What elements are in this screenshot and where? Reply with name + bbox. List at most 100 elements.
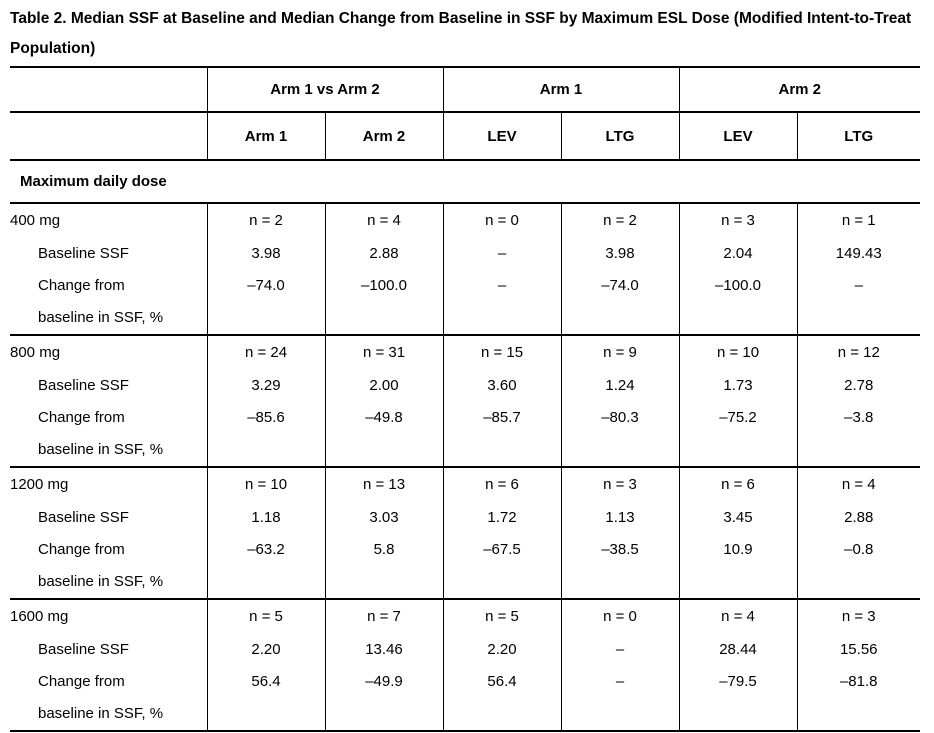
- n-cell: n = 2: [206, 203, 325, 237]
- row-label-text: Change from baseline in SSF, %: [38, 409, 164, 458]
- value-cell: –100.0: [324, 270, 443, 336]
- n-cell: n = 0: [442, 203, 561, 237]
- row-label: Change from baseline in SSF, %: [10, 666, 207, 732]
- table-row: Change from baseline in SSF, % 56.4 –49.…: [10, 666, 920, 732]
- row-label-text: Change from baseline in SSF, %: [38, 673, 164, 722]
- value-cell: 2.78: [796, 369, 920, 402]
- n-cell: n = 0: [560, 599, 679, 633]
- table-row: 1600 mg n = 5 n = 7 n = 5 n = 0 n = 4 n …: [10, 599, 920, 633]
- value-cell: 149.43: [796, 237, 920, 270]
- value-cell: 2.88: [324, 237, 443, 270]
- value-cell: 3.98: [560, 237, 679, 270]
- table-row: 400 mg n = 2 n = 4 n = 0 n = 2 n = 3 n =…: [10, 203, 920, 237]
- table-row: Baseline SSF 2.20 13.46 2.20 – 28.44 15.…: [10, 633, 920, 666]
- section-header: Maximum daily dose: [10, 160, 920, 204]
- value-cell: 28.44: [678, 633, 797, 666]
- group-header-arm1-vs-arm2: Arm 1 vs Arm 2: [206, 66, 443, 113]
- row-label-text: Change from baseline in SSF, %: [38, 541, 164, 590]
- value-cell: –: [442, 270, 561, 336]
- n-cell: n = 12: [796, 335, 920, 369]
- value-cell: –: [560, 633, 679, 666]
- subheader-lev: LEV: [442, 112, 561, 161]
- n-cell: n = 3: [678, 203, 797, 237]
- n-cell: n = 5: [442, 599, 561, 633]
- value-cell: 56.4: [442, 666, 561, 732]
- row-label: Baseline SSF: [38, 509, 129, 526]
- value-cell: 1.18: [206, 501, 325, 534]
- value-cell: 15.56: [796, 633, 920, 666]
- value-cell: –63.2: [206, 534, 325, 600]
- value-cell: 56.4: [206, 666, 325, 732]
- value-cell: 3.60: [442, 369, 561, 402]
- value-cell: –74.0: [560, 270, 679, 336]
- value-cell: 2.00: [324, 369, 443, 402]
- table-row: Change from baseline in SSF, % –85.6 –49…: [10, 402, 920, 468]
- value-cell: –100.0: [678, 270, 797, 336]
- subheader-ltg: LTG: [796, 112, 920, 161]
- table-row: Baseline SSF 1.18 3.03 1.72 1.13 3.45 2.…: [10, 501, 920, 534]
- value-cell: –75.2: [678, 402, 797, 468]
- value-cell: 1.73: [678, 369, 797, 402]
- n-cell: n = 9: [560, 335, 679, 369]
- value-cell: 2.04: [678, 237, 797, 270]
- corner-cell: [10, 112, 207, 161]
- row-label: Change from baseline in SSF, %: [10, 402, 207, 468]
- value-cell: –85.7: [442, 402, 561, 468]
- n-cell: n = 15: [442, 335, 561, 369]
- n-cell: n = 5: [206, 599, 325, 633]
- group-header-arm1: Arm 1: [442, 66, 679, 113]
- n-cell: n = 6: [678, 467, 797, 501]
- corner-cell: [10, 66, 207, 113]
- n-cell: n = 13: [324, 467, 443, 501]
- value-cell: –: [442, 237, 561, 270]
- row-label-text: Change from baseline in SSF, %: [38, 277, 164, 326]
- value-cell: –49.8: [324, 402, 443, 468]
- dose-label: 400 mg: [10, 212, 61, 229]
- row-label: Change from baseline in SSF, %: [10, 534, 207, 600]
- value-cell: 2.20: [206, 633, 325, 666]
- section-header-row: Maximum daily dose: [10, 160, 920, 204]
- n-cell: n = 4: [796, 467, 920, 501]
- value-cell: 1.24: [560, 369, 679, 402]
- table-row: Baseline SSF 3.29 2.00 3.60 1.24 1.73 2.…: [10, 369, 920, 402]
- value-cell: –80.3: [560, 402, 679, 468]
- dose-label: 1200 mg: [10, 476, 69, 493]
- value-cell: 3.29: [206, 369, 325, 402]
- row-label: Baseline SSF: [38, 641, 129, 658]
- value-cell: 10.9: [678, 534, 797, 600]
- table-title: Table 2. Median SSF at Baseline and Medi…: [10, 10, 912, 57]
- value-cell: –: [560, 666, 679, 732]
- n-cell: n = 2: [560, 203, 679, 237]
- subheader-lev: LEV: [678, 112, 797, 161]
- subheader-arm1: Arm 1: [206, 112, 325, 161]
- n-cell: n = 10: [206, 467, 325, 501]
- row-label: Baseline SSF: [38, 245, 129, 262]
- n-cell: n = 31: [324, 335, 443, 369]
- table-row: Change from baseline in SSF, % –63.2 5.8…: [10, 534, 920, 600]
- data-table: Arm 1 vs Arm 2 Arm 1 Arm 2 Arm 1 Arm 2 L…: [10, 66, 920, 732]
- value-cell: –: [796, 270, 920, 336]
- value-cell: 3.45: [678, 501, 797, 534]
- row-label: Baseline SSF: [38, 377, 129, 394]
- n-cell: n = 3: [796, 599, 920, 633]
- value-cell: 3.03: [324, 501, 443, 534]
- subheader-arm2: Arm 2: [324, 112, 443, 161]
- n-cell: n = 3: [560, 467, 679, 501]
- table-row: 800 mg n = 24 n = 31 n = 15 n = 9 n = 10…: [10, 335, 920, 369]
- n-cell: n = 1: [796, 203, 920, 237]
- value-cell: 2.20: [442, 633, 561, 666]
- value-cell: 3.98: [206, 237, 325, 270]
- value-cell: 5.8: [324, 534, 443, 600]
- group-header-arm2: Arm 2: [678, 66, 920, 113]
- n-cell: n = 7: [324, 599, 443, 633]
- value-cell: –38.5: [560, 534, 679, 600]
- value-cell: –74.0: [206, 270, 325, 336]
- value-cell: –0.8: [796, 534, 920, 600]
- subheader-ltg: LTG: [560, 112, 679, 161]
- n-cell: n = 4: [678, 599, 797, 633]
- value-cell: 1.13: [560, 501, 679, 534]
- n-cell: n = 4: [324, 203, 443, 237]
- value-cell: –49.9: [324, 666, 443, 732]
- value-cell: 13.46: [324, 633, 443, 666]
- value-cell: –3.8: [796, 402, 920, 468]
